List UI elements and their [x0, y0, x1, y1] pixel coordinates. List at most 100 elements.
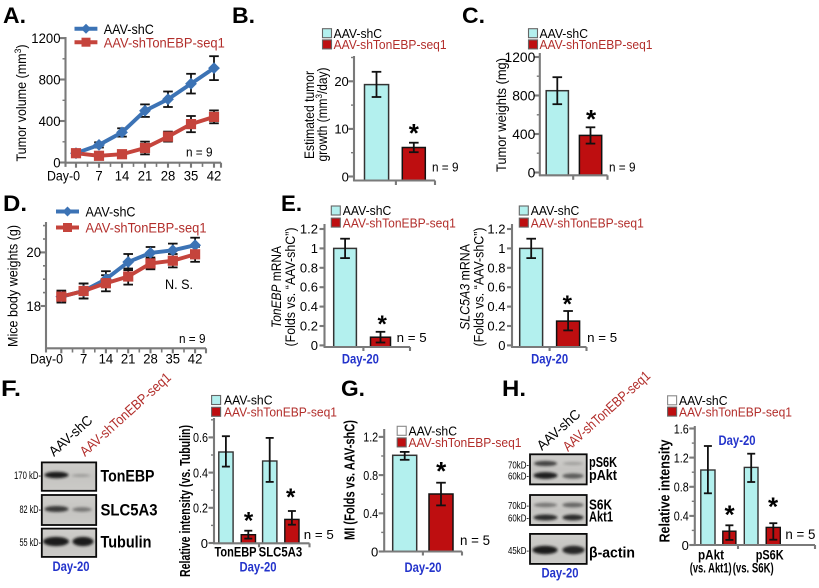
svg-text:G.: G.	[341, 376, 365, 401]
svg-text:pAkt: pAkt	[698, 548, 724, 563]
svg-text:*: *	[586, 104, 597, 134]
svg-text:35: 35	[166, 352, 181, 367]
svg-text:pAkt: pAkt	[589, 467, 617, 484]
svg-text:n = 9: n = 9	[179, 331, 206, 346]
svg-text:AAV-shTonEBP-seq1: AAV-shTonEBP-seq1	[76, 369, 174, 459]
svg-text:*: *	[378, 311, 388, 338]
svg-text:0.4: 0.4	[674, 509, 689, 524]
svg-text:Mice body weights (g): Mice body weights (g)	[5, 225, 21, 347]
svg-text:0.8: 0.8	[363, 468, 378, 483]
svg-text:0.2: 0.2	[193, 501, 208, 516]
svg-text:n = 9: n = 9	[432, 160, 459, 175]
svg-text:0.4: 0.4	[193, 465, 208, 480]
svg-text:60kD-: 60kD-	[508, 471, 529, 483]
svg-text:TonEBP: TonEBP	[101, 468, 155, 486]
svg-text:7: 7	[80, 352, 87, 367]
svg-text:10: 10	[334, 122, 348, 137]
svg-text:0.2: 0.2	[487, 319, 505, 334]
svg-text:0.8: 0.8	[487, 260, 505, 275]
svg-text:1.6: 1.6	[674, 421, 689, 436]
svg-text:800: 800	[512, 87, 535, 103]
svg-text:AAV-shTonEBP-seq1: AAV-shTonEBP-seq1	[104, 35, 225, 51]
svg-text:0.8: 0.8	[300, 260, 318, 275]
svg-text:0: 0	[201, 536, 208, 551]
svg-text:0: 0	[371, 544, 378, 559]
svg-text:Day-20: Day-20	[719, 433, 756, 448]
svg-text:0: 0	[528, 164, 536, 180]
svg-text:AAV-shTonEBP-seq1: AAV-shTonEBP-seq1	[679, 404, 792, 419]
svg-text:E.: E.	[281, 191, 302, 216]
svg-text:Day-20: Day-20	[405, 560, 442, 575]
svg-text:35: 35	[184, 169, 199, 184]
svg-text:*: *	[286, 484, 296, 511]
svg-text:(vs. Akt1): (vs. Akt1)	[690, 561, 732, 576]
svg-text:60kD-: 60kD-	[508, 513, 529, 525]
svg-text:n = 9: n = 9	[609, 160, 636, 175]
svg-text:Relative intensity (vs. Tubuli: Relative intensity (vs. Tubulin)	[177, 425, 194, 577]
svg-text:Day-20: Day-20	[53, 559, 90, 574]
svg-text:400: 400	[512, 126, 535, 142]
svg-text:55 kD-: 55 kD-	[20, 537, 42, 549]
svg-text:n = 9: n = 9	[186, 145, 213, 160]
svg-text:21: 21	[138, 169, 153, 184]
svg-text:45kD-: 45kD-	[508, 545, 529, 557]
svg-text:1200: 1200	[31, 30, 60, 46]
svg-text:Day-20: Day-20	[240, 560, 277, 575]
svg-text:0.4: 0.4	[487, 299, 505, 314]
svg-text:MI (Folds vs. AAV-shC): MI (Folds vs. AAV-shC)	[342, 420, 359, 540]
svg-text:Estimated tumor: Estimated tumor	[301, 71, 317, 159]
svg-text:170 kD-: 170 kD-	[14, 470, 41, 482]
svg-text:F.: F.	[1, 376, 21, 401]
svg-text:SLC5A3: SLC5A3	[101, 502, 158, 520]
svg-text:*: *	[436, 456, 447, 486]
svg-text:AAV-shC: AAV-shC	[409, 424, 458, 439]
svg-text:0: 0	[311, 338, 318, 353]
svg-text:14: 14	[115, 169, 130, 184]
svg-text:AAV-shC: AAV-shC	[343, 203, 392, 218]
svg-text:*: *	[563, 291, 573, 318]
svg-text:Day-20: Day-20	[531, 351, 568, 366]
svg-text:n = 5: n = 5	[460, 532, 490, 548]
svg-text:Tumor weights (mg): Tumor weights (mg)	[493, 58, 509, 172]
svg-text:Day-20: Day-20	[542, 566, 579, 581]
svg-text:20: 20	[26, 244, 41, 260]
svg-text:AAV-shTonEBP-seq1: AAV-shTonEBP-seq1	[409, 435, 522, 450]
svg-text:Day-0: Day-0	[47, 169, 80, 184]
svg-text:0: 0	[498, 338, 505, 353]
svg-text:growth (mm3/day): growth (mm3/day)	[314, 68, 330, 162]
svg-text:70kD-: 70kD-	[508, 460, 529, 472]
svg-text:Relative intensity: Relative intensity	[657, 439, 674, 543]
svg-text:pS6K: pS6K	[589, 454, 617, 471]
svg-text:1.2: 1.2	[487, 222, 505, 237]
svg-text:Day-0: Day-0	[30, 352, 63, 367]
svg-text:AAV-shTonEBP-seq1: AAV-shTonEBP-seq1	[334, 37, 447, 52]
svg-text:1: 1	[311, 241, 318, 256]
svg-text:20: 20	[334, 74, 348, 89]
svg-text:AAV-shTonEBP-seq1: AAV-shTonEBP-seq1	[224, 405, 337, 420]
svg-text:AAV-shTonEBP-seq1: AAV-shTonEBP-seq1	[531, 215, 644, 230]
svg-text:n = 5: n = 5	[397, 330, 427, 345]
svg-text:Tumor volume (mm3): Tumor volume (mm3)	[13, 45, 29, 162]
svg-text:TonEBP mRNA: TonEBP mRNA	[269, 246, 284, 328]
svg-text:21: 21	[121, 352, 136, 367]
svg-text:AAV-shC: AAV-shC	[104, 21, 154, 37]
svg-text:H.: H.	[502, 376, 526, 401]
svg-text:70kD-: 70kD-	[508, 500, 529, 512]
svg-text:82 kD-: 82 kD-	[20, 504, 42, 516]
svg-text:(Folds vs. “AAV-shC”): (Folds vs. “AAV-shC”)	[472, 228, 487, 347]
svg-text:(vs. S6K): (vs. S6K)	[733, 561, 774, 576]
svg-text:1.2: 1.2	[674, 450, 689, 465]
svg-text:28: 28	[161, 169, 176, 184]
svg-text:AAV-shC: AAV-shC	[86, 203, 136, 219]
svg-text:AAV-shC: AAV-shC	[679, 393, 728, 408]
svg-text:pS6K: pS6K	[756, 548, 784, 563]
svg-text:(Folds vs. “AAV-shC”): (Folds vs. “AAV-shC”)	[283, 228, 298, 347]
svg-text:*: *	[724, 500, 735, 530]
svg-text:400: 400	[39, 113, 61, 129]
svg-text:SLC5A3: SLC5A3	[259, 545, 303, 560]
svg-text:42: 42	[188, 352, 203, 367]
svg-text:*: *	[244, 508, 254, 535]
svg-text:0: 0	[682, 538, 689, 553]
svg-text:1.2: 1.2	[300, 222, 318, 237]
svg-text:*: *	[768, 492, 779, 522]
